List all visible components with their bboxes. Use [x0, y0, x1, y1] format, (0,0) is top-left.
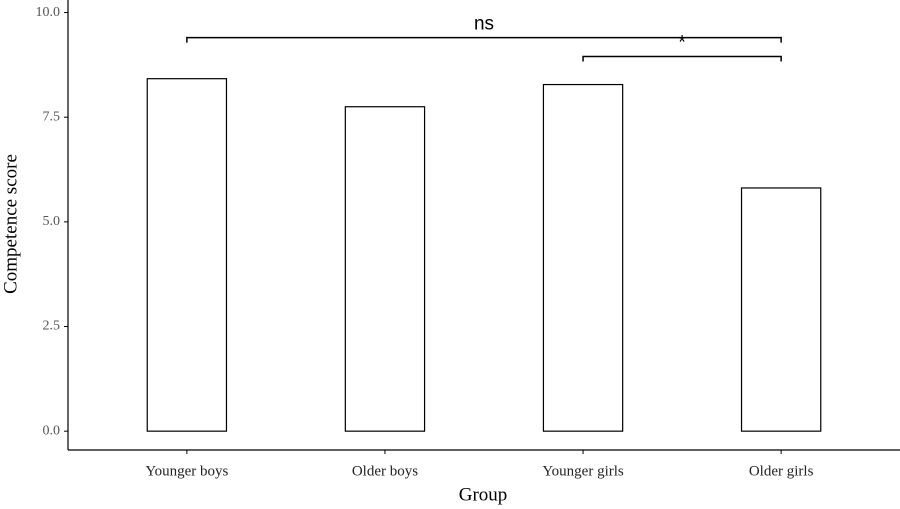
x-tick-label: Younger girls: [542, 463, 624, 479]
significance-bracket: [582, 55, 782, 62]
significance-label: ns: [474, 14, 494, 35]
x-tick-label: Older boys: [352, 463, 418, 479]
bar: [146, 78, 228, 432]
significance-bracket: [186, 36, 782, 43]
bar: [344, 106, 426, 432]
x-tick-label: Younger boys: [145, 463, 228, 479]
y-tick-label: 0.0: [43, 423, 61, 438]
y-tick-label: 7.5: [43, 109, 61, 124]
x-tick-label: Older girls: [749, 463, 814, 479]
bar: [542, 83, 624, 432]
y-tick-label: 5.0: [43, 214, 61, 229]
y-tick-label: 10.0: [36, 5, 61, 20]
y-tick-label: 2.5: [43, 319, 61, 334]
y-axis-label: Competence score: [0, 154, 21, 294]
significance-label: *: [678, 33, 686, 54]
bar: [740, 187, 822, 432]
x-axis-label: Group: [459, 484, 508, 505]
